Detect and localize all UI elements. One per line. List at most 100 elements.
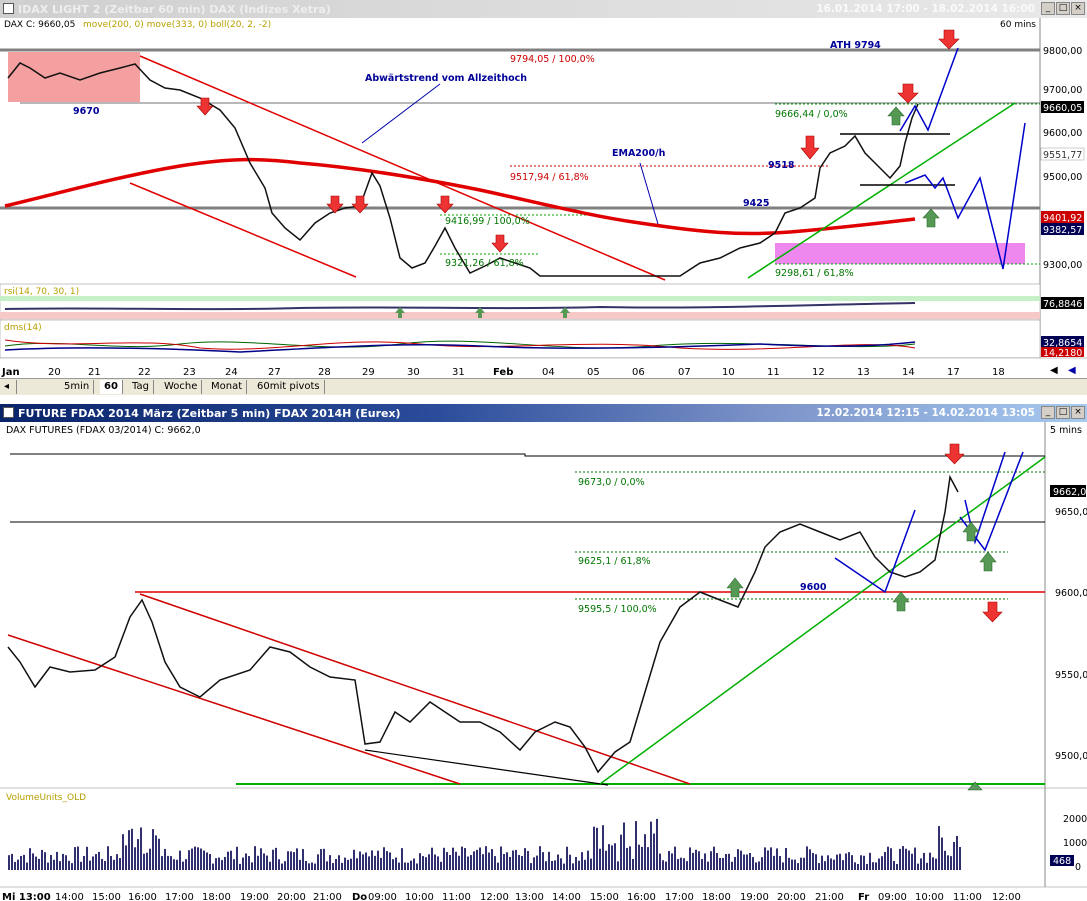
top-x-axis-label: 24	[225, 367, 238, 378]
dax-price-path	[7, 62, 919, 277]
channel-upper-line	[139, 593, 691, 785]
forecast-path-c	[834, 509, 916, 594]
minimize-button[interactable]: _	[1041, 2, 1055, 15]
bottom-x-axis-label: Mi 13:00	[2, 892, 51, 901]
ath-label: ATH 9794	[830, 40, 881, 51]
volume-tick: 2000	[1063, 814, 1087, 825]
down-arrow-icon	[800, 135, 820, 160]
down-arrow-icon	[326, 195, 344, 214]
bottom-x-axis-label: 15:00	[590, 892, 619, 901]
up-arrow-icon	[962, 521, 980, 542]
ema-callout-line	[639, 162, 659, 225]
top-x-axis-label: 28	[318, 367, 331, 378]
up-arrow-icon	[892, 591, 910, 612]
tab-60[interactable]: 60	[100, 380, 123, 394]
top-x-axis-label: Jan	[1, 367, 20, 378]
bottom-price-tick: 9650,0	[1055, 507, 1087, 518]
uptrend-line	[747, 102, 1016, 279]
down-arrow-icon	[897, 83, 919, 104]
bottom-x-axis-label: 18:00	[202, 892, 231, 901]
tab-tag[interactable]: Tag	[128, 380, 154, 394]
top-window-date-range: 16.01.2014 17:00 - 18.02.2014 16:00	[816, 3, 1035, 15]
close-button[interactable]: ×	[1071, 406, 1085, 419]
bottom-x-axis-label: Fr	[858, 892, 869, 901]
dms-value-a: 32,8654	[1043, 338, 1082, 349]
bottom-last-price-badge: 9662,0	[1053, 487, 1086, 498]
bottom-chart[interactable]: DAX FUTURES (FDAX 03/2014) C: 9662,0 5 m…	[0, 422, 1087, 901]
up-arrow-icon	[726, 577, 744, 598]
support-zone	[775, 243, 1025, 264]
level-9600-label: 9600	[800, 582, 827, 593]
bottom-window-titlebar[interactable]: FUTURE FDAX 2014 März (Zeitbar 5 min) FD…	[0, 404, 1087, 423]
up-arrow-icon	[922, 208, 940, 228]
bottom-x-axis-label: 19:00	[740, 892, 769, 901]
tab-nav-icon[interactable]: ◂	[2, 380, 17, 394]
forecast-path-b	[904, 122, 1026, 270]
maximize-button[interactable]: □	[1056, 406, 1070, 419]
fib-9673-label: 9673,0 / 0,0%	[578, 477, 645, 488]
volume-tick: 0	[1075, 862, 1081, 873]
top-x-axis-label: 12	[812, 367, 825, 378]
top-ema-badge-c: 9382,57	[1043, 225, 1082, 236]
bottom-x-axis-label: 09:00	[878, 892, 907, 901]
fib-9321-label: 9321,26 / 61,8%	[445, 258, 524, 269]
bottom-price-tick: 9550,0	[1055, 670, 1087, 681]
top-x-axis-label: 05	[587, 367, 600, 378]
down-arrow-icon	[196, 97, 214, 116]
top-x-axis-label: 04	[542, 367, 555, 378]
down-arrow-icon	[982, 601, 1003, 623]
top-ema-badge-a: 9551,77	[1043, 150, 1082, 161]
bottom-x-axis-label: 12:00	[992, 892, 1021, 901]
volume-bars	[8, 818, 961, 870]
top-x-axis-label: 23	[183, 367, 196, 378]
top-x-axis-label: 27	[268, 367, 281, 378]
bottom-x-axis-label: 11:00	[953, 892, 982, 901]
chart-window-icon	[3, 3, 14, 14]
down-arrow-icon	[351, 195, 369, 214]
top-x-axis-label: 06	[632, 367, 645, 378]
top-x-axis-label: 18	[992, 367, 1005, 378]
tab-60mit-pivots[interactable]: 60mit pivots	[253, 380, 325, 394]
downtrend-upper-line	[139, 55, 666, 281]
bottom-timeframe-label: 5 mins	[1050, 425, 1082, 436]
top-x-axis-label: 30	[407, 367, 420, 378]
bottom-x-axis-label: 11:00	[442, 892, 471, 901]
bottom-x-axis-label: 16:00	[627, 892, 656, 901]
top-price-tick: 9700,00	[1043, 85, 1082, 96]
maximize-button[interactable]: □	[1056, 2, 1070, 15]
forecast-path-a	[899, 47, 959, 132]
tab-monat[interactable]: Monat	[207, 380, 248, 394]
ema200-line	[4, 157, 916, 236]
bottom-x-axis-label: Do	[352, 892, 367, 901]
downtrend-label: Abwärtstrend vom Allzeithoch	[365, 73, 527, 84]
bottom-x-axis-label: 13:00	[515, 892, 544, 901]
tab-woche[interactable]: Woche	[160, 380, 203, 394]
volume-last-badge: 468	[1053, 856, 1071, 867]
bottom-x-axis-label: 14:00	[55, 892, 84, 901]
top-x-axis-label: 29	[362, 367, 375, 378]
top-x-axis-label: 20	[48, 367, 61, 378]
top-x-axis-label: 22	[138, 367, 151, 378]
down-arrow-icon	[436, 195, 454, 214]
fib-9416-label: 9416,99 / 100,0%	[445, 216, 530, 227]
bottom-x-axis-label: 12:00	[480, 892, 509, 901]
top-last-price-badge: 9660,05	[1043, 103, 1082, 114]
fib-9666-label: 9666,44 / 0,0%	[775, 109, 848, 120]
tab-5min[interactable]: 5min	[60, 380, 95, 394]
top-chart[interactable]: 60 mins DAX C: 9660,05 move(200, 0) move…	[0, 18, 1087, 378]
down-arrow-icon	[944, 443, 965, 465]
dms-label: dms(14)	[4, 323, 42, 333]
scroll-left-icon[interactable]: ◀	[1050, 365, 1058, 376]
dms-value-b: 14,2180	[1043, 348, 1082, 359]
bottom-window-title: FUTURE FDAX 2014 März (Zeitbar 5 min) FD…	[18, 406, 401, 420]
top-x-axis-label: Feb	[493, 367, 513, 378]
scroll-right-icon[interactable]: ◀	[1068, 365, 1076, 376]
top-x-axis-label: 07	[678, 367, 691, 378]
top-info-symbol: DAX C: 9660,05	[4, 20, 75, 30]
top-timeframe-label: 60 mins	[1000, 20, 1036, 30]
ema-label: EMA200/h	[612, 148, 666, 159]
minimize-button[interactable]: _	[1041, 406, 1055, 419]
top-window-titlebar[interactable]: IDAX LIGHT 2 (Zeitbar 60 min) DAX (Indiz…	[0, 0, 1087, 19]
close-button[interactable]: ×	[1071, 2, 1085, 15]
downtrend-lower-line	[129, 182, 357, 278]
